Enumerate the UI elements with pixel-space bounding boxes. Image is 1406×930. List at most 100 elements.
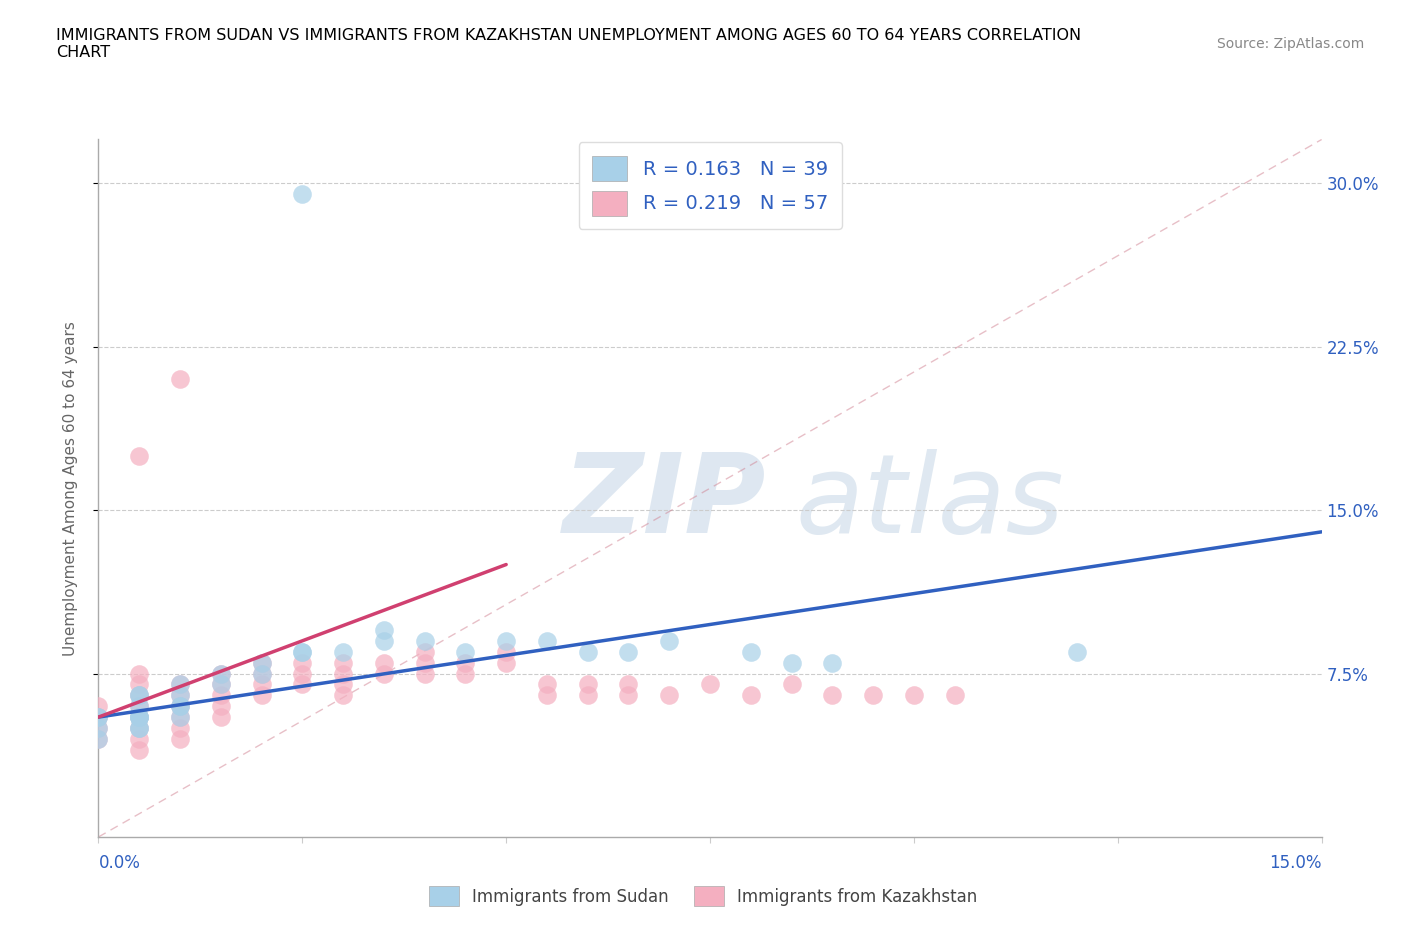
Point xyxy=(536,677,558,692)
Point xyxy=(128,710,150,724)
Point xyxy=(740,644,762,659)
Point xyxy=(169,677,191,692)
Point xyxy=(128,721,150,736)
Point xyxy=(332,677,354,692)
Point xyxy=(209,677,232,692)
Point xyxy=(658,688,681,703)
Point xyxy=(128,688,150,703)
Point xyxy=(291,644,314,659)
Point xyxy=(373,633,395,648)
Legend: Immigrants from Sudan, Immigrants from Kazakhstan: Immigrants from Sudan, Immigrants from K… xyxy=(422,880,984,912)
Point xyxy=(821,656,844,671)
Point xyxy=(740,688,762,703)
Point xyxy=(250,656,273,671)
Point xyxy=(87,732,110,747)
Point xyxy=(250,688,273,703)
Point xyxy=(332,666,354,681)
Point xyxy=(169,721,191,736)
Point xyxy=(209,666,232,681)
Point xyxy=(250,677,273,692)
Point xyxy=(658,633,681,648)
Point xyxy=(862,688,884,703)
Point xyxy=(250,656,273,671)
Point xyxy=(87,710,110,724)
Point xyxy=(617,644,640,659)
Point xyxy=(128,710,150,724)
Point xyxy=(128,732,150,747)
Point xyxy=(373,622,395,637)
Point xyxy=(332,644,354,659)
Point xyxy=(209,688,232,703)
Point xyxy=(780,656,803,671)
Point xyxy=(169,698,191,713)
Point xyxy=(169,698,191,713)
Point xyxy=(413,633,436,648)
Point xyxy=(169,710,191,724)
Point xyxy=(454,656,477,671)
Point xyxy=(576,644,599,659)
Point xyxy=(169,688,191,703)
Point xyxy=(536,633,558,648)
Point xyxy=(128,698,150,713)
Point xyxy=(169,372,191,387)
Point xyxy=(413,644,436,659)
Point xyxy=(617,688,640,703)
Point xyxy=(128,721,150,736)
Point xyxy=(87,721,110,736)
Point xyxy=(128,448,150,463)
Point xyxy=(128,677,150,692)
Point xyxy=(291,187,314,202)
Point xyxy=(209,710,232,724)
Point xyxy=(1066,644,1088,659)
Point xyxy=(169,688,191,703)
Point xyxy=(87,732,110,747)
Point xyxy=(536,688,558,703)
Text: Source: ZipAtlas.com: Source: ZipAtlas.com xyxy=(1216,37,1364,51)
Y-axis label: Unemployment Among Ages 60 to 64 years: Unemployment Among Ages 60 to 64 years xyxy=(63,321,77,656)
Point xyxy=(454,644,477,659)
Point xyxy=(454,666,477,681)
Point xyxy=(169,677,191,692)
Point xyxy=(576,677,599,692)
Text: 0.0%: 0.0% xyxy=(98,855,141,872)
Point xyxy=(128,710,150,724)
Text: ZIP: ZIP xyxy=(564,448,766,556)
Point xyxy=(332,656,354,671)
Point xyxy=(87,721,110,736)
Point xyxy=(209,677,232,692)
Point xyxy=(495,644,517,659)
Point xyxy=(821,688,844,703)
Point xyxy=(291,656,314,671)
Point xyxy=(128,742,150,757)
Point xyxy=(332,688,354,703)
Point xyxy=(87,710,110,724)
Point xyxy=(87,698,110,713)
Point xyxy=(128,710,150,724)
Point xyxy=(576,688,599,703)
Point xyxy=(373,656,395,671)
Point xyxy=(617,677,640,692)
Text: 15.0%: 15.0% xyxy=(1270,855,1322,872)
Point xyxy=(169,698,191,713)
Point xyxy=(250,666,273,681)
Point xyxy=(291,677,314,692)
Point xyxy=(128,666,150,681)
Point xyxy=(699,677,721,692)
Point xyxy=(128,710,150,724)
Point xyxy=(128,688,150,703)
Point xyxy=(373,666,395,681)
Point xyxy=(209,666,232,681)
Text: atlas: atlas xyxy=(796,448,1064,556)
Point xyxy=(903,688,925,703)
Point xyxy=(291,644,314,659)
Point xyxy=(495,656,517,671)
Text: IMMIGRANTS FROM SUDAN VS IMMIGRANTS FROM KAZAKHSTAN UNEMPLOYMENT AMONG AGES 60 T: IMMIGRANTS FROM SUDAN VS IMMIGRANTS FROM… xyxy=(56,28,1081,60)
Point xyxy=(128,721,150,736)
Point xyxy=(128,688,150,703)
Legend: R = 0.163   N = 39, R = 0.219   N = 57: R = 0.163 N = 39, R = 0.219 N = 57 xyxy=(578,142,842,229)
Point xyxy=(413,656,436,671)
Point xyxy=(495,633,517,648)
Point xyxy=(943,688,966,703)
Point xyxy=(780,677,803,692)
Point xyxy=(169,710,191,724)
